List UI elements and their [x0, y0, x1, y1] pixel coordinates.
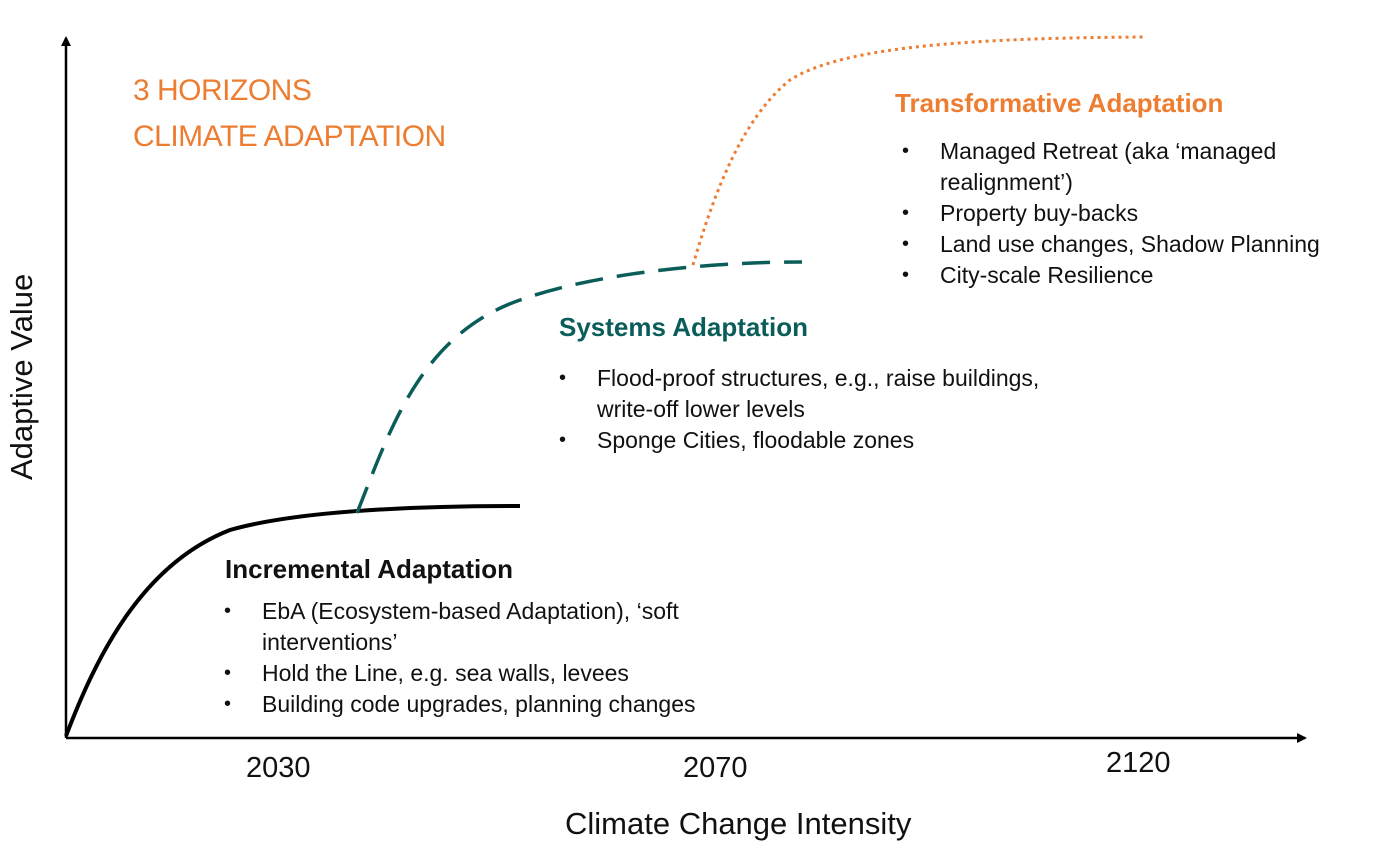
list-item: Hold the Line, e.g. sea walls, levees: [224, 658, 696, 689]
list-item: Flood-proof structures, e.g., raise buil…: [559, 363, 1039, 394]
list-item-text: interventions’: [262, 629, 398, 655]
list-item-continuation: interventions’: [224, 627, 696, 658]
list-item-text: write-off lower levels: [597, 396, 805, 422]
x-axis-label: Climate Change Intensity: [565, 806, 912, 841]
list-item-continuation: write-off lower levels: [559, 394, 1039, 425]
systems-heading: Systems Adaptation: [559, 312, 808, 342]
incremental-heading: Incremental Adaptation: [225, 554, 513, 584]
title-line-2: CLIMATE ADAPTATION: [133, 120, 446, 153]
incremental-list: EbA (Ecosystem-based Adaptation), ‘soft …: [224, 596, 696, 720]
list-item: Building code upgrades, planning changes: [224, 689, 696, 720]
list-item: EbA (Ecosystem-based Adaptation), ‘soft: [224, 596, 696, 627]
list-item: Managed Retreat (aka ‘managed: [902, 136, 1320, 167]
transformative-curve: [691, 35, 1146, 266]
list-item-text: realignment’): [940, 169, 1073, 195]
diagram-title: 3 HORIZONS CLIMATE ADAPTATION: [133, 68, 446, 160]
x-tick-label: 2030: [246, 752, 311, 784]
transformative-list: Managed Retreat (aka ‘managed realignmen…: [902, 136, 1320, 291]
systems-list: Flood-proof structures, e.g., raise buil…: [559, 363, 1039, 456]
title-line-1: 3 HORIZONS: [133, 74, 312, 107]
y-axis-label: Adaptive Value: [4, 273, 39, 480]
list-item: Land use changes, Shadow Planning: [902, 229, 1320, 260]
systems-curve: [355, 260, 803, 514]
list-item-continuation: realignment’): [902, 167, 1320, 198]
list-item: Property buy-backs: [902, 198, 1320, 229]
x-tick-label: 2120: [1106, 747, 1171, 779]
list-item: Sponge Cities, floodable zones: [559, 425, 1039, 456]
x-tick-label: 2070: [683, 752, 748, 784]
list-item: City-scale Resilience: [902, 260, 1320, 291]
transformative-heading: Transformative Adaptation: [895, 88, 1224, 118]
incremental-curve: [64, 504, 521, 737]
